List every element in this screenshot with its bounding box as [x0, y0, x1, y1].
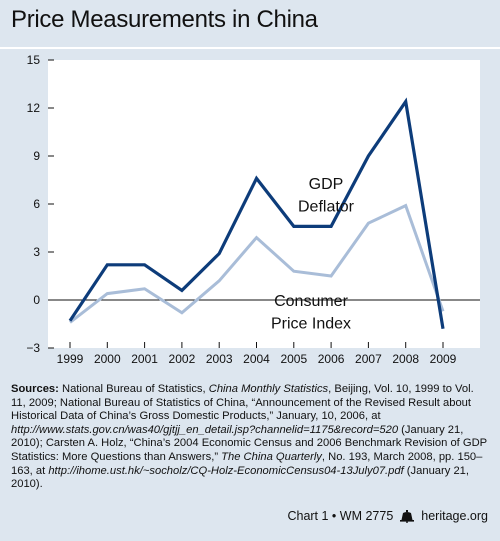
sources-title-1: China Monthly Statistics	[208, 383, 329, 395]
sources-url-1: http://www.stats.gov.cn/was40/gjtjj_en_d…	[11, 423, 399, 436]
title-divider	[0, 47, 500, 49]
liberty-bell-icon	[400, 509, 415, 523]
sources-text-1: National Bureau of Statistics,	[58, 383, 209, 395]
series-labels: GDP Deflator Consumer Price Index	[271, 176, 355, 332]
sources-url-2: http://ihome.ust.hk/~socholz/CQ-Holz-Eco…	[48, 464, 404, 477]
x-tick-label: 2001	[131, 352, 158, 366]
y-tick-label: −3	[26, 341, 40, 355]
x-axis-ticks: 1999 2000 2001 2002 2003 2004 2005 2006 2007 2008…	[57, 342, 457, 366]
series-line-consumer-price-index	[69, 203, 445, 324]
x-tick-label: 2006	[318, 352, 345, 366]
plot-area	[48, 60, 480, 348]
y-tick-label: 0	[33, 293, 40, 307]
sources-label: Sources:	[11, 383, 59, 395]
footer: Chart 1 • WM 2775 heritage.org	[287, 509, 488, 523]
x-tick-label: 1999	[57, 352, 84, 366]
x-tick-label: 2008	[392, 352, 419, 366]
x-tick-label: 2005	[280, 352, 307, 366]
series-label-gdp-deflator: GDP	[309, 176, 344, 193]
y-tick-label: 6	[33, 197, 40, 211]
y-tick-label: 12	[27, 101, 41, 115]
x-tick-label: 2000	[94, 352, 121, 366]
sources-text-3: (January 21, 2010); Carsten A. Holz, “Ch…	[11, 423, 487, 463]
series-label-consumer-price-index: Price Index	[271, 315, 351, 332]
x-tick-label: 2002	[169, 352, 196, 366]
x-tick-label: 2004	[243, 352, 270, 366]
series-label-consumer-price-index: Consumer	[274, 293, 348, 310]
series-line-gdp-deflator	[68, 97, 445, 330]
site-name: heritage.org	[421, 509, 488, 523]
sources-text-4: , No. 193, March 2008, pp. 150–163, at	[11, 450, 483, 477]
sources-note: Sources: National Bureau of Statistics, …	[11, 383, 489, 492]
chart-title: Price Measurements in China	[11, 6, 318, 33]
chart-id: Chart 1 • WM 2775	[287, 509, 394, 523]
y-tick-label: 15	[27, 53, 41, 67]
x-tick-label: 2009	[430, 352, 457, 366]
series-lines	[68, 97, 445, 330]
line-chart: 15 12 9 6 3 0 −3 1999 2000 2001 2002 2003 2004 2005 2…	[26, 53, 480, 366]
y-tick-label: 3	[33, 245, 40, 259]
sources-text-2: , Beijing, Vol. 10, 1999 to Vol. 11, 200…	[11, 383, 474, 423]
y-tick-label: 9	[33, 149, 40, 163]
sources-text-5: (January 21, 2010).	[11, 464, 469, 491]
x-tick-label: 2007	[355, 352, 382, 366]
series-label-gdp-deflator: Deflator	[298, 199, 355, 216]
sources-title-2: The China Quarterly	[221, 450, 322, 463]
x-tick-label: 2003	[206, 352, 233, 366]
y-axis-ticks: 15 12 9 6 3 0 −3	[26, 53, 54, 355]
